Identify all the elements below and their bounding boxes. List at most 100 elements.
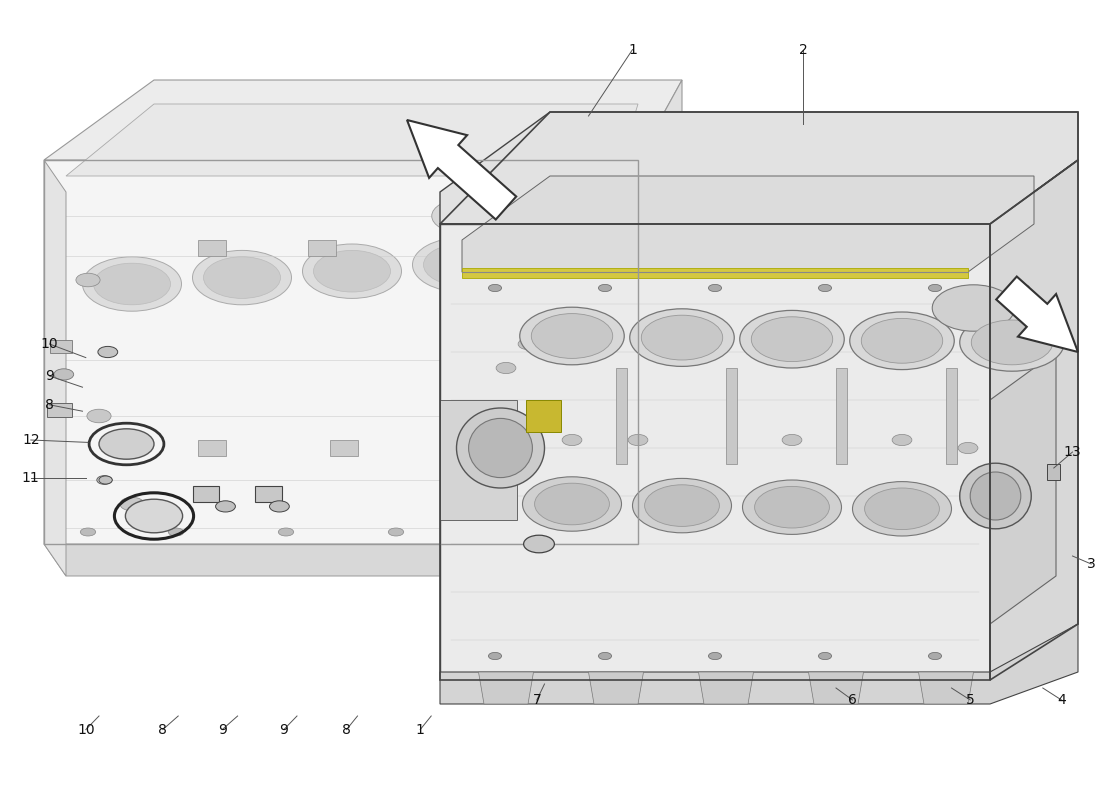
Ellipse shape — [488, 284, 502, 292]
Bar — [726, 368, 737, 464]
Bar — [308, 240, 336, 256]
Bar — [946, 368, 957, 464]
Bar — [616, 368, 627, 464]
Bar — [836, 368, 847, 464]
Ellipse shape — [645, 485, 719, 526]
Bar — [47, 403, 72, 417]
Text: eurocars: eurocars — [306, 313, 794, 519]
Ellipse shape — [518, 338, 538, 350]
Bar — [198, 440, 226, 456]
Polygon shape — [526, 400, 561, 432]
Ellipse shape — [99, 476, 112, 484]
Ellipse shape — [818, 653, 832, 659]
Bar — [330, 440, 358, 456]
Polygon shape — [44, 544, 660, 576]
Ellipse shape — [818, 284, 832, 292]
Polygon shape — [990, 160, 1078, 680]
Ellipse shape — [958, 442, 978, 454]
Ellipse shape — [933, 285, 1014, 331]
Ellipse shape — [302, 244, 402, 298]
Polygon shape — [44, 80, 682, 160]
Text: 8: 8 — [158, 722, 167, 737]
Polygon shape — [44, 160, 66, 576]
Ellipse shape — [586, 528, 602, 536]
Ellipse shape — [192, 250, 292, 305]
Ellipse shape — [928, 284, 942, 292]
Ellipse shape — [76, 274, 100, 286]
Ellipse shape — [782, 434, 802, 446]
Ellipse shape — [522, 477, 622, 531]
Polygon shape — [997, 277, 1078, 352]
Polygon shape — [462, 268, 968, 278]
Ellipse shape — [314, 250, 390, 292]
Ellipse shape — [849, 312, 955, 370]
Ellipse shape — [125, 499, 183, 533]
Ellipse shape — [751, 317, 833, 362]
Ellipse shape — [412, 238, 512, 292]
Ellipse shape — [80, 528, 96, 536]
Polygon shape — [407, 120, 516, 219]
Text: a passion for cars: a passion for cars — [307, 422, 749, 570]
Bar — [1047, 464, 1060, 480]
Text: 9: 9 — [45, 369, 54, 383]
Ellipse shape — [632, 478, 732, 533]
Ellipse shape — [498, 528, 514, 536]
Text: 4: 4 — [1057, 693, 1066, 707]
Bar — [255, 486, 282, 502]
Ellipse shape — [928, 653, 942, 659]
Ellipse shape — [959, 463, 1032, 529]
Ellipse shape — [531, 314, 613, 358]
Ellipse shape — [54, 369, 74, 380]
Polygon shape — [440, 112, 1078, 224]
Ellipse shape — [522, 231, 622, 286]
Ellipse shape — [970, 472, 1021, 520]
Ellipse shape — [959, 314, 1065, 371]
Ellipse shape — [216, 501, 235, 512]
Ellipse shape — [708, 653, 722, 659]
Ellipse shape — [598, 653, 612, 659]
Ellipse shape — [971, 320, 1053, 365]
Polygon shape — [478, 672, 534, 704]
Text: 8: 8 — [45, 398, 54, 412]
Polygon shape — [588, 672, 643, 704]
Ellipse shape — [708, 284, 722, 292]
Ellipse shape — [97, 475, 112, 484]
Bar — [192, 486, 219, 502]
Ellipse shape — [739, 310, 845, 368]
Ellipse shape — [168, 528, 184, 536]
Ellipse shape — [278, 528, 294, 536]
Text: 10: 10 — [41, 337, 58, 351]
Ellipse shape — [496, 362, 516, 374]
Text: 9: 9 — [279, 722, 288, 737]
Text: 7: 7 — [532, 693, 541, 707]
Ellipse shape — [541, 199, 603, 233]
Text: 5: 5 — [966, 693, 975, 707]
Ellipse shape — [98, 346, 118, 358]
Text: 11: 11 — [22, 471, 40, 486]
Ellipse shape — [1016, 284, 1030, 292]
Ellipse shape — [424, 244, 500, 286]
Text: 9: 9 — [218, 722, 227, 737]
Ellipse shape — [628, 434, 648, 446]
Ellipse shape — [270, 501, 289, 512]
Polygon shape — [440, 400, 517, 520]
Ellipse shape — [562, 434, 582, 446]
Polygon shape — [462, 176, 1034, 272]
Text: 3: 3 — [1087, 557, 1096, 571]
Ellipse shape — [598, 284, 612, 292]
Ellipse shape — [892, 434, 912, 446]
Ellipse shape — [488, 653, 502, 659]
Ellipse shape — [82, 257, 182, 311]
Ellipse shape — [755, 486, 829, 528]
Ellipse shape — [742, 480, 842, 534]
Bar — [50, 340, 72, 353]
Ellipse shape — [120, 497, 144, 511]
Ellipse shape — [99, 429, 154, 459]
Ellipse shape — [431, 199, 493, 233]
Polygon shape — [638, 80, 682, 544]
Text: 1: 1 — [416, 722, 425, 737]
Ellipse shape — [865, 488, 939, 530]
Ellipse shape — [456, 408, 544, 488]
Ellipse shape — [388, 528, 404, 536]
Polygon shape — [808, 672, 864, 704]
